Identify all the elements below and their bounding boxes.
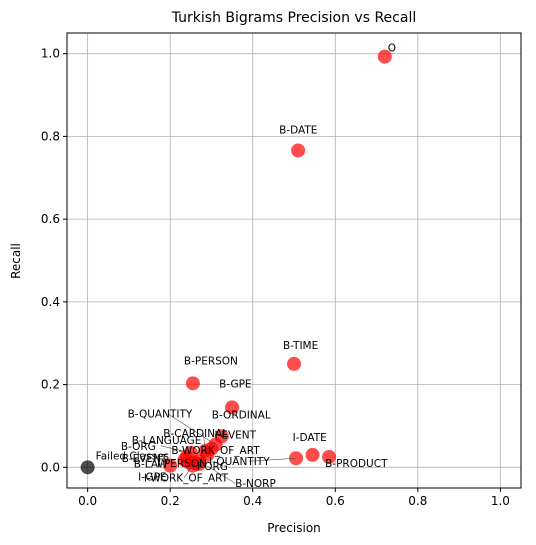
point-label: B-CARDINAL <box>163 428 228 440</box>
point-label: B-EVENT <box>122 453 168 465</box>
label-leader-line <box>167 413 216 445</box>
point-label: I-ORG <box>197 461 228 473</box>
label-leader-line <box>198 460 236 484</box>
x-axis-ticks: 0.0 0.2 0.4 0.6 0.8 1.0 <box>78 488 510 508</box>
failed-point <box>80 460 95 475</box>
point-label: B-DATE <box>279 124 317 136</box>
label-leader-line <box>183 465 194 478</box>
point-label: B-TIME <box>283 340 318 352</box>
x-tick-label: 0.6 <box>326 494 345 508</box>
grid-lines <box>67 33 521 488</box>
data-point <box>185 376 200 391</box>
point-label: B-NORP <box>235 478 276 490</box>
point-label: I-WORK_OF_ART <box>144 473 229 485</box>
y-axis-label: Recall <box>9 243 23 279</box>
point-label: B-LANGUAGE <box>132 435 202 447</box>
point-label: B-WORK_OF_ART <box>171 445 260 457</box>
data-point <box>225 400 240 415</box>
failed-point-label: Failed Classes <box>96 450 169 462</box>
label-leader-line <box>160 445 191 454</box>
data-points <box>80 49 392 475</box>
point-label: I-GPE <box>138 472 166 484</box>
y-tick-label: 0.6 <box>41 212 60 226</box>
point-label: O <box>388 43 396 55</box>
data-point <box>187 456 202 471</box>
point-label: I-QUANTITY <box>209 456 270 468</box>
label-leader-line <box>202 432 206 451</box>
label-leader-line <box>249 457 297 462</box>
point-label: B-ORDINAL <box>212 409 271 421</box>
point-label: I-PERSON <box>157 458 207 470</box>
x-tick-label: 1.0 <box>491 494 510 508</box>
point-label: B-GPE <box>219 378 251 390</box>
point-label: B-PERSON <box>184 355 238 367</box>
data-point <box>291 143 306 158</box>
y-tick-label: 0.0 <box>41 460 60 474</box>
y-tick-label: 0.8 <box>41 129 60 143</box>
data-point <box>287 356 301 371</box>
point-label: B-QUANTITY <box>128 409 193 421</box>
x-tick-label: 0.2 <box>161 494 180 508</box>
data-point <box>305 447 320 462</box>
point-label: B-PRODUCT <box>325 458 388 470</box>
plot-frame <box>66 32 522 489</box>
x-axis-label: Precision <box>267 521 321 535</box>
y-tick-label: 0.4 <box>41 295 60 309</box>
point-labels: O B-DATE B-TIME B-PERSON B-GPE B-ORDINAL B-QUA… <box>96 43 396 491</box>
x-tick-label: 0.0 <box>78 494 97 508</box>
y-tick-label: 1.0 <box>41 47 60 61</box>
chart-title: Turkish Bigrams Precision vs Recall <box>171 10 416 26</box>
y-tick-label: 0.2 <box>41 378 60 392</box>
point-label: B-LAW <box>134 458 169 470</box>
data-point <box>322 449 337 464</box>
x-tick-label: 0.4 <box>243 494 262 508</box>
point-label: I-EVENT <box>214 430 256 442</box>
x-tick-label: 0.8 <box>408 494 427 508</box>
point-label: B-ORG <box>121 441 156 453</box>
data-point <box>377 49 392 64</box>
y-axis-ticks: 0.0 0.2 0.4 0.6 0.8 1.0 <box>41 47 67 474</box>
point-label: I-DATE <box>293 432 327 444</box>
data-point <box>163 458 178 473</box>
